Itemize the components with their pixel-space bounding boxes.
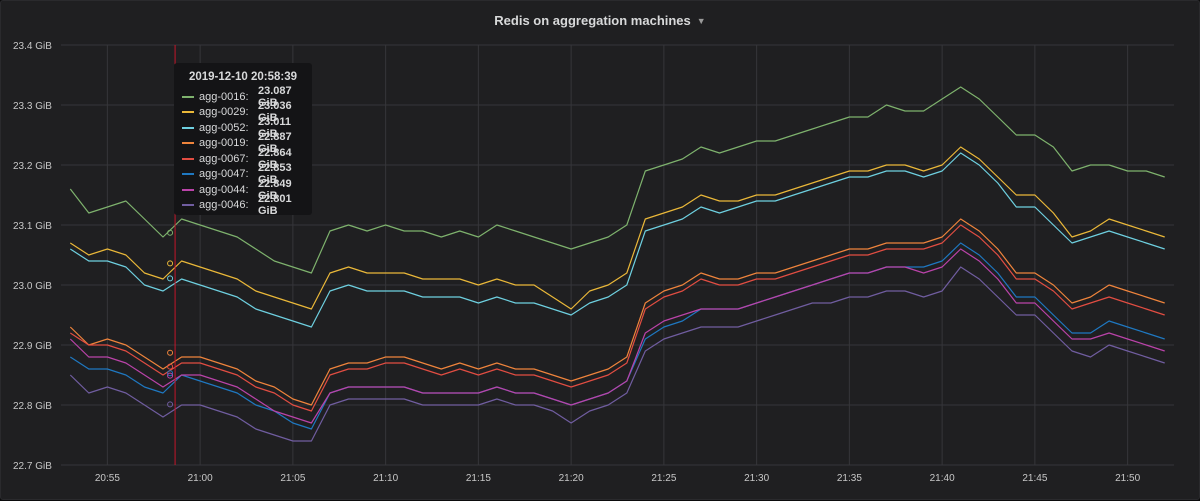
x-tick-label: 21:45 [1022, 473, 1047, 484]
tooltip-series-name: agg-0047: [199, 168, 249, 181]
cursor-point [167, 370, 174, 377]
y-tick-label: 23.3 GiB [13, 101, 52, 112]
y-tick-label: 23.0 GiB [13, 281, 52, 292]
x-tick-label: 21:05 [280, 473, 305, 484]
series-line-agg-0046 [69, 266, 1165, 442]
tooltip-series-name: agg-0046: [199, 199, 249, 212]
tooltip-row: agg-0046: 22.801 GiB [182, 193, 304, 217]
x-tick-label: 21:15 [466, 473, 491, 484]
tooltip-time: 2019-12-10 20:58:39 [188, 71, 298, 83]
cursor-point [167, 372, 174, 379]
cursor-point [167, 363, 174, 370]
tooltip-series-name: agg-0029: [199, 106, 249, 119]
y-tick-label: 23.2 GiB [13, 161, 52, 172]
tooltip-row: agg-0044: 22.849 GiB [182, 178, 304, 202]
x-tick-label: 21:10 [373, 473, 398, 484]
caret-down-icon[interactable]: ▼ [696, 16, 706, 26]
y-tick-label: 23.1 GiB [13, 221, 52, 232]
series-line-agg-0019 [69, 218, 1165, 406]
series-line-agg-0016 [69, 86, 1165, 274]
series-line-agg-0029 [69, 146, 1165, 310]
tooltip-series-value: 22.849 GiB [258, 177, 292, 202]
series-swatch [182, 204, 194, 207]
x-tick-label: 21:40 [930, 473, 955, 484]
x-tick-label: 21:30 [744, 473, 769, 484]
cursor-point [167, 229, 174, 236]
tooltip-series-value: 22.853 GiB [258, 162, 292, 187]
hover-tooltip: 2019-12-10 20:58:39 agg-0016: 23.087 GiB a… [174, 63, 312, 217]
tooltip-series-name: agg-0016: [199, 90, 249, 103]
series-line-agg-0052 [69, 152, 1165, 328]
tooltip-row: agg-0067: 22.864 GiB [182, 147, 304, 171]
cursor-point [167, 260, 174, 267]
tooltip-series-name: agg-0044: [199, 183, 249, 196]
tooltip-row: agg-0052: 23.011 GiB [182, 116, 304, 140]
x-axis: 20:55 21:00 21:05 21:10 21:15 21:20 21:25 21:30… [95, 473, 1141, 484]
series-line-agg-0044 [69, 248, 1165, 424]
tooltip-row: agg-0016: 23.087 GiB [182, 85, 304, 109]
panel-title[interactable]: Redis on aggregation machines ▼ [1, 13, 1199, 28]
series-line-agg-0047 [69, 242, 1165, 430]
series-swatch [182, 126, 194, 129]
tooltip-row: agg-0029: 23.036 GiB [182, 100, 304, 124]
tooltip-series-name: agg-0019: [199, 137, 249, 150]
cursor-point [167, 349, 174, 356]
series-swatch [182, 188, 194, 191]
tooltip-series-value: 23.036 GiB [258, 100, 292, 125]
x-tick-label: 20:55 [95, 473, 120, 484]
y-axis: 22.7 GiB 22.8 GiB 22.9 GiB 23.0 GiB 23.1 GiB… [13, 41, 52, 472]
x-tick-label: 21:50 [1115, 473, 1140, 484]
x-tick-label: 21:35 [837, 473, 862, 484]
tooltip-series-value: 22.864 GiB [258, 146, 292, 171]
series-line-agg-0067 [69, 224, 1165, 412]
series-swatch [182, 95, 194, 98]
tooltip-series-value: 22.887 GiB [258, 131, 292, 156]
cursor-point [167, 275, 174, 282]
y-tick-label: 22.9 GiB [13, 341, 52, 352]
x-tick-label: 21:25 [651, 473, 676, 484]
series-swatch [182, 142, 194, 145]
series-swatch [182, 157, 194, 160]
series-swatch [182, 173, 194, 176]
tooltip-series-name: agg-0052: [199, 121, 249, 134]
y-tick-label: 22.8 GiB [13, 401, 52, 412]
series-lines [69, 86, 1165, 442]
tooltip-row: agg-0047: 22.853 GiB [182, 162, 304, 186]
tooltip-series-value: 23.087 GiB [258, 84, 292, 109]
tooltip-rows: agg-0016: 23.087 GiB agg-0029: 23.036 GiB ag… [182, 85, 304, 217]
tooltip-row: agg-0019: 22.887 GiB [182, 131, 304, 155]
cursor-point [167, 401, 174, 408]
tooltip-series-name: agg-0067: [199, 152, 249, 165]
y-tick-label: 23.4 GiB [13, 41, 52, 52]
panel-title-text[interactable]: Redis on aggregation machines [494, 13, 691, 28]
x-tick-label: 21:20 [559, 473, 584, 484]
y-tick-label: 22.7 GiB [13, 461, 52, 472]
tooltip-series-value: 22.801 GiB [258, 193, 292, 218]
series-swatch [182, 111, 194, 114]
tooltip-series-value: 23.011 GiB [258, 115, 292, 140]
x-tick-label: 21:00 [188, 473, 213, 484]
